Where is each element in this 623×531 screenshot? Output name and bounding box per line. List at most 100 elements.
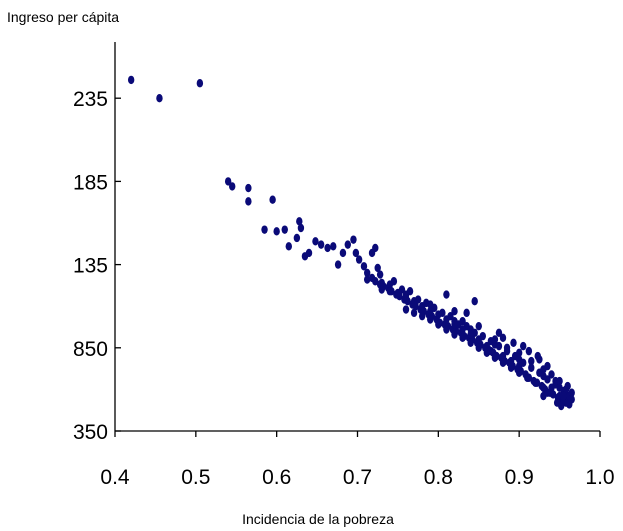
data-point (350, 235, 357, 244)
data-point (524, 373, 531, 382)
x-axis-title: Incidencia de la pobreza (242, 511, 394, 527)
data-point (483, 341, 491, 351)
data-point (564, 381, 571, 391)
data-point (475, 321, 482, 331)
data-point (495, 341, 503, 351)
data-point (305, 248, 313, 258)
x-tick-label: 0.8 (424, 466, 453, 489)
data-point (324, 243, 331, 253)
data-point (499, 358, 507, 367)
data-point (451, 306, 458, 316)
data-point (293, 233, 301, 243)
y-axis-ticks: 350 850 135 185 235 (73, 88, 121, 444)
data-point (491, 335, 499, 344)
data-point (427, 315, 434, 324)
data-point (435, 310, 442, 319)
data-point (394, 288, 402, 298)
data-point (245, 183, 252, 193)
data-point (467, 338, 474, 348)
data-point (499, 351, 507, 361)
data-point (127, 75, 135, 85)
data-point (451, 320, 458, 329)
data-point (520, 341, 527, 351)
x-tick-label: 1.0 (585, 466, 614, 489)
data-point (487, 346, 495, 356)
data-point (532, 378, 539, 387)
y-tick-label: 235 (73, 88, 108, 111)
data-point (544, 388, 551, 397)
data-point (378, 285, 385, 294)
data-point (507, 363, 515, 372)
data-point (564, 398, 571, 407)
data-point (528, 363, 535, 372)
data-point (443, 315, 450, 324)
data-point (372, 243, 379, 253)
data-point (471, 297, 478, 306)
data-point (376, 270, 384, 279)
data-point (330, 242, 337, 251)
data-point (528, 356, 535, 366)
x-axis-ticks: 0.4 0.5 0.6 0.7 0.8 0.9 1.0 (100, 431, 615, 489)
x-tick-label: 0.7 (343, 466, 372, 489)
data-point (156, 94, 163, 103)
data-point (317, 240, 325, 249)
x-tick-label: 0.4 (100, 466, 130, 489)
data-point (491, 353, 499, 362)
data-point (386, 287, 394, 296)
data-point (451, 330, 458, 339)
data-point (364, 275, 371, 284)
data-point (544, 375, 551, 384)
data-point (560, 391, 567, 401)
data-point (281, 225, 288, 234)
data-point (312, 237, 319, 246)
data-point (344, 240, 351, 249)
data-point (229, 182, 236, 191)
data-point (224, 177, 232, 186)
data-point (196, 79, 204, 88)
data-point (269, 195, 276, 204)
data-point (334, 260, 342, 269)
data-point (475, 335, 482, 344)
data-point (503, 343, 511, 352)
data-point (499, 333, 507, 343)
data-point (378, 278, 385, 288)
data-point (355, 255, 363, 264)
data-point (558, 401, 565, 411)
data-point (360, 262, 368, 271)
data-point (418, 311, 426, 321)
data-point (261, 225, 268, 234)
data-point (507, 356, 515, 366)
data-point (525, 346, 533, 356)
data-point (459, 325, 466, 334)
data-point (372, 277, 379, 286)
data-points (127, 75, 575, 411)
data-point (548, 370, 555, 379)
y-axis-title: Ingreso per cápita (7, 9, 119, 25)
data-point (273, 227, 280, 236)
data-point (463, 308, 470, 318)
data-point (548, 383, 555, 392)
data-point (390, 277, 398, 286)
data-point (515, 348, 523, 357)
data-point (515, 368, 523, 377)
data-point (406, 287, 414, 296)
data-point (410, 297, 418, 306)
x-tick-label: 0.6 (262, 466, 291, 489)
data-point (515, 361, 523, 371)
y-tick-label: 185 (73, 171, 108, 194)
data-point (467, 330, 474, 339)
data-point (435, 320, 442, 329)
y-tick-label: 350 (73, 421, 108, 444)
data-point (459, 316, 466, 326)
data-point (402, 293, 410, 303)
y-tick-label: 135 (73, 255, 108, 278)
data-point (495, 328, 503, 338)
x-tick-label: 0.9 (505, 466, 534, 489)
data-point (296, 217, 303, 226)
data-point (568, 388, 575, 397)
data-point (556, 376, 563, 386)
x-tick-label: 0.5 (181, 466, 210, 489)
data-point (443, 290, 450, 299)
data-point (544, 361, 551, 371)
